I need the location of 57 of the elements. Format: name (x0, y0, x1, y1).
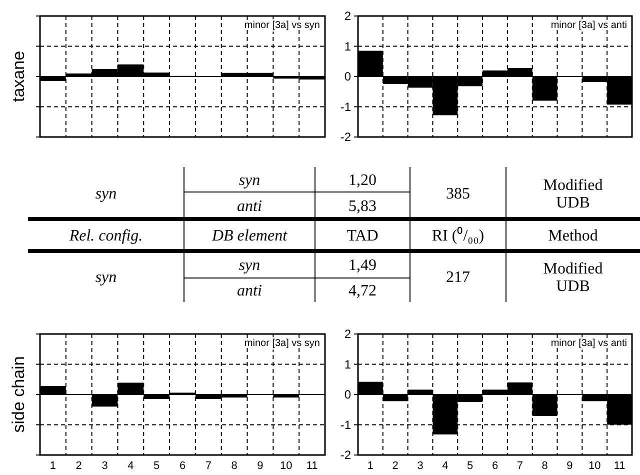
y-tick-label: -1 (340, 418, 352, 432)
x-tick-label: 10 (280, 460, 292, 472)
text: DB element (210, 228, 288, 245)
x-tick-label: 1 (50, 460, 56, 472)
x-tick-label: 6 (179, 460, 186, 472)
x-tick-label: 6 (492, 460, 498, 472)
text: 5,83 (348, 198, 376, 216)
x-tick-label: 4 (442, 460, 448, 472)
x-tick-label: 2 (392, 460, 398, 472)
x-tick-label: 4 (128, 460, 134, 472)
y-tick-label: 0 (344, 388, 352, 402)
y-tick-label: -1 (340, 100, 352, 114)
text: Modified UDB (543, 260, 603, 295)
x-tick-label: 8 (542, 460, 548, 472)
x-tick-label: 9 (257, 460, 264, 472)
y-tick-label: -2 (340, 448, 352, 462)
annotation: minor [3a] vs syn (244, 20, 320, 31)
y-tick-label: 1 (344, 357, 352, 372)
x-tick-label: 5 (467, 460, 474, 472)
y-axis-title: taxane (9, 50, 28, 102)
annotation: minor [3a] vs anti (550, 20, 627, 31)
x-tick-label: 3 (102, 460, 108, 472)
text: 4,72 (348, 282, 376, 300)
y-tick-label: 2 (344, 327, 352, 342)
y-tick-label: 2 (344, 9, 352, 24)
x-tick-label: 5 (154, 460, 160, 472)
text: anti (237, 198, 262, 216)
text: Method (548, 228, 598, 245)
text: RI (⁰/₀₀) (432, 226, 484, 245)
text: syn (238, 257, 260, 274)
x-tick-label: 3 (417, 460, 424, 472)
text: anti (237, 282, 262, 300)
annotation: minor [3a] vs anti (550, 338, 627, 349)
y-axis-title: side chain (9, 356, 28, 433)
x-tick-label: 11 (614, 460, 626, 472)
text: 385 (446, 186, 470, 203)
x-tick-label: 9 (566, 460, 573, 472)
text: Modified UDB (543, 176, 603, 212)
y-tick-label: 1 (344, 39, 352, 54)
x-tick-label: 2 (76, 460, 82, 472)
text: 217 (446, 269, 470, 286)
x-tick-label: 10 (588, 460, 601, 472)
text: 1,49 (348, 257, 376, 274)
text: syn (95, 269, 117, 286)
text: Rel. config. (68, 228, 143, 245)
x-tick-label: 7 (205, 460, 212, 472)
annotation: minor [3a] vs syn (244, 338, 320, 349)
x-tick-label: 11 (306, 460, 318, 472)
text: syn (238, 172, 260, 190)
text: TAD (346, 228, 378, 245)
text: syn (95, 186, 117, 203)
y-tick-label: -2 (340, 130, 352, 144)
text: 1,20 (348, 172, 376, 190)
x-tick-label: 1 (367, 460, 374, 472)
y-tick-label: 0 (344, 70, 352, 84)
x-tick-label: 8 (231, 460, 238, 472)
x-tick-label: 7 (516, 460, 523, 472)
